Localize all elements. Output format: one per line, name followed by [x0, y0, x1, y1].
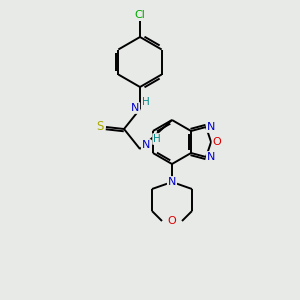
- Text: Cl: Cl: [135, 10, 146, 20]
- Text: O: O: [168, 216, 176, 226]
- Text: H: H: [153, 134, 161, 144]
- Text: N: N: [207, 152, 215, 162]
- Text: N: N: [131, 103, 139, 113]
- Text: S: S: [96, 121, 104, 134]
- Text: N: N: [168, 177, 176, 187]
- Text: O: O: [213, 137, 221, 147]
- Text: N: N: [142, 140, 150, 150]
- Text: N: N: [207, 122, 215, 132]
- Text: H: H: [142, 97, 150, 107]
